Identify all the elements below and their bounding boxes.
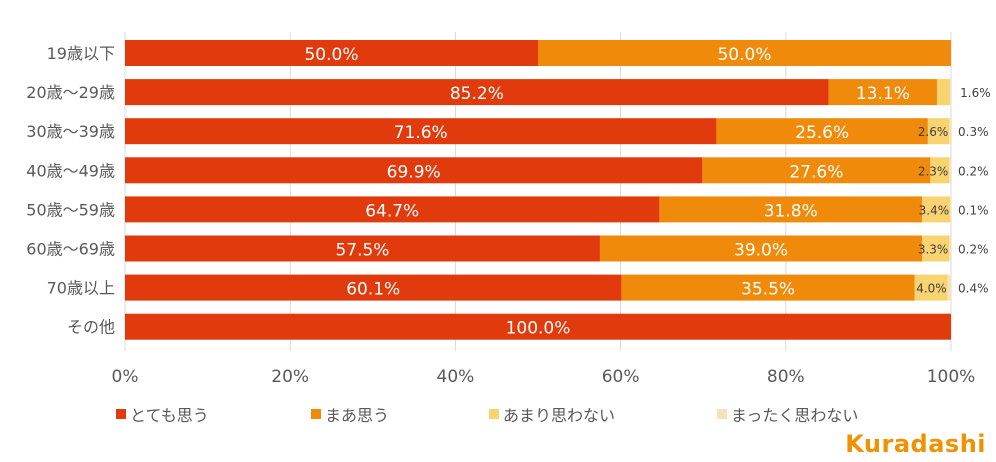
legend-swatch [311,409,321,419]
bar-segment [716,118,928,145]
legend-item-totemo: とても思う [116,402,209,426]
bar-segment [125,157,703,184]
legend-swatch [116,409,126,419]
bar-segment [125,235,600,262]
legend-label: まったく思わない [731,406,859,425]
data-label: 0.2% [958,243,989,257]
bar-segment [949,157,951,184]
data-label: 27.6% [789,162,843,182]
data-label: 13.1% [856,84,910,104]
category-label: 50歳～59歳 [26,200,115,219]
legend-item-amari: あまり思わない [489,402,615,426]
bar-segment [950,196,951,223]
bar-segment [599,235,923,262]
data-label: 100.0% [506,319,571,339]
bar-segment [922,235,950,262]
x-tick-label: 0% [112,367,139,387]
data-label: 60.1% [346,280,400,300]
data-label: 0.1% [958,203,989,217]
legend-label: とても思う [130,406,209,425]
bar-segment [538,40,951,66]
bar-segment [659,196,923,223]
category-label: 19歳以下 [47,44,115,63]
category-label: 30歳～39歳 [26,122,115,141]
category-label: 60歳～69歳 [26,240,115,259]
data-label: 69.9% [387,162,441,182]
bar-segment [828,79,937,106]
data-label: 85.2% [450,84,504,104]
x-tick-label: 40% [437,367,475,387]
data-label: 1.6% [960,86,991,100]
bar-segment [621,274,915,301]
x-tick-label: 80% [767,367,805,387]
data-label: 57.5% [335,241,389,261]
data-label: 0.4% [958,282,989,296]
legend-swatch [717,409,727,419]
data-label: 25.6% [795,123,849,143]
bar-segment [125,79,829,106]
bar-segment [125,196,660,223]
category-label: 40歳～49歳 [26,161,115,180]
category-label: その他 [67,318,115,337]
bar-segment [949,235,951,262]
category-label: 70歳以上 [47,279,115,298]
category-label: 20歳～29歳 [26,83,115,102]
x-tick-label: 20% [271,367,309,387]
bar-segment [922,196,951,223]
bar-segment [125,118,717,145]
bar-segment [125,313,951,340]
bar-segment [914,274,948,301]
data-label: 50.0% [717,45,771,65]
bar-segment [930,157,950,184]
x-tick-label: 100% [927,367,976,387]
bar-segment [927,118,950,145]
data-label: 39.0% [734,241,788,261]
data-label: 0.2% [958,164,989,178]
data-label: 50.0% [304,45,358,65]
legend-item-mattaku: まったく思わない [717,402,858,426]
x-tick-label: 60% [602,367,640,387]
data-label: 35.5% [741,280,795,300]
legend-label: あまり思わない [503,406,616,425]
data-label: 2.6% [918,125,949,139]
stacked-bar-chart: 0% 20% 40% 60% 80% 100% 19歳以下 20歳～29歳 30歳～39歳 40歳… [26,32,991,387]
data-label: 3.3% [918,243,949,257]
legend-swatch [489,409,499,419]
bar-segment [125,274,622,301]
bar-segment [125,40,538,66]
data-label: 31.8% [764,201,818,221]
data-label: 4.0% [916,282,947,296]
legend-item-maa: まあ思う [311,402,389,426]
bar-segment [936,79,951,106]
bar-segment [702,157,931,184]
legend-label: まあ思う [325,406,390,425]
bar-segment [947,274,951,301]
brand-logo: Kuradashi [845,430,986,458]
data-label: 2.3% [918,164,949,178]
data-label: 0.3% [958,125,989,139]
data-label: 71.6% [394,123,448,143]
legend: とても思う まあ思う あまり思わない まったく思わない [0,402,996,426]
bar-segment [949,118,952,145]
data-label: 64.7% [365,201,419,221]
data-label: 3.4% [919,203,950,217]
